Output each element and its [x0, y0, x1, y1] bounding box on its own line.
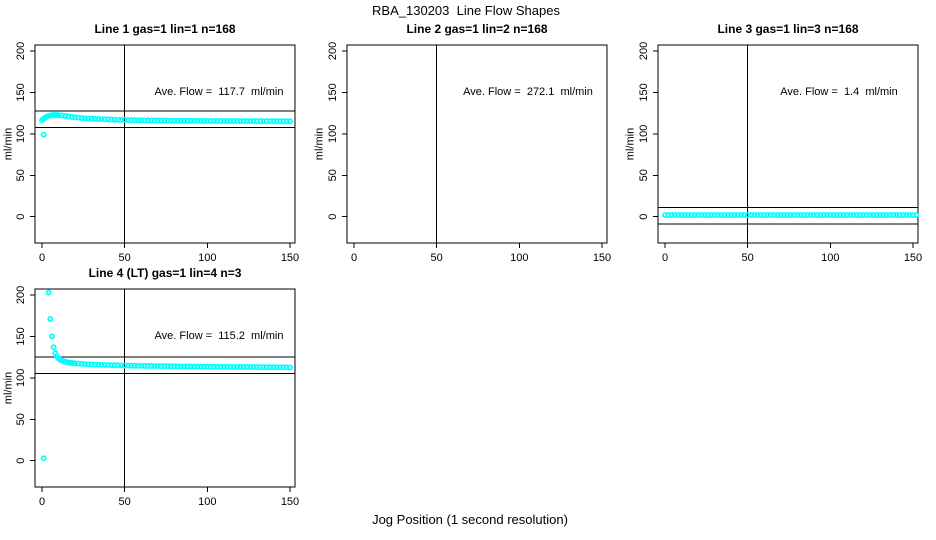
svg-text:150: 150: [593, 252, 611, 264]
panel-3-plot: 0 50 100 150 0 50 100 150 200: [638, 42, 922, 264]
svg-text:50: 50: [742, 252, 754, 264]
panel-2-y-axis-label: ml/min: [313, 127, 326, 161]
panel-3-title: Line 3 gas=1 lin=3 n=168: [717, 22, 859, 36]
svg-text:150: 150: [15, 83, 27, 101]
figure-title: RBA_130203 Line Flow Shapes: [372, 3, 560, 18]
panel-2-ave-flow-annotation: Ave. Flow = 272.1 ml/min: [463, 86, 593, 98]
panel-1-box: [34, 44, 296, 244]
panel-2-y-axis: 0 50 100 150 200: [327, 42, 347, 220]
panel-1-x-axis: 0 50 100 150: [39, 243, 299, 264]
svg-text:0: 0: [15, 458, 27, 464]
panel-3-y-axis-label: ml/min: [624, 127, 637, 161]
svg-text:50: 50: [15, 413, 27, 425]
svg-text:50: 50: [15, 169, 27, 181]
panel-3-x-axis: 0 50 100 150: [662, 243, 922, 264]
panel-4-y-axis-label: ml/min: [2, 371, 15, 405]
svg-text:100: 100: [821, 252, 839, 264]
panel-4-box: [34, 288, 296, 488]
svg-text:150: 150: [904, 252, 922, 264]
svg-text:0: 0: [15, 214, 27, 220]
svg-text:100: 100: [327, 125, 339, 143]
panel-2-plot: 0 50 100 150 0 50 100 150 200: [327, 42, 611, 264]
panel-4-x-axis: 0 50 100 150: [39, 487, 299, 508]
panel-2-title: Line 2 gas=1 lin=2 n=168: [406, 22, 548, 36]
svg-text:100: 100: [15, 369, 27, 387]
svg-text:150: 150: [638, 83, 650, 101]
panel-1-ave-flow-annotation: Ave. Flow = 117.7 ml/min: [154, 86, 284, 98]
panel-4-ave-flow-annotation: Ave. Flow = 115.2 ml/min: [154, 330, 284, 342]
svg-text:150: 150: [327, 83, 339, 101]
panel-3-points: [662, 212, 920, 218]
panel-1-y-axis-label: ml/min: [2, 127, 15, 161]
svg-text:100: 100: [510, 252, 528, 264]
svg-text:50: 50: [638, 169, 650, 181]
svg-text:0: 0: [351, 252, 357, 264]
panel-1-plot: 0 50 100 150 0 50 100 150 200: [15, 42, 299, 264]
panel-4-title: Line 4 (LT) gas=1 lin=4 n=3: [88, 266, 242, 280]
svg-text:50: 50: [119, 496, 131, 508]
panel-3-y-axis: 0 50 100 150 200: [638, 42, 658, 220]
x-axis-label: Jog Position (1 second resolution): [372, 512, 568, 527]
svg-text:100: 100: [198, 252, 216, 264]
svg-text:200: 200: [15, 42, 27, 60]
svg-text:150: 150: [281, 252, 299, 264]
svg-text:50: 50: [119, 252, 131, 264]
svg-text:150: 150: [281, 496, 299, 508]
panel-3-box: [657, 44, 919, 244]
svg-text:50: 50: [431, 252, 443, 264]
panel-4-points: [40, 289, 293, 462]
svg-text:200: 200: [15, 286, 27, 304]
panel-4-y-axis: 0 50 100 150 200: [15, 286, 35, 464]
panel-3-ave-flow-annotation: Ave. Flow = 1.4 ml/min: [780, 86, 898, 98]
panel-2-box: [346, 44, 608, 244]
svg-text:0: 0: [638, 214, 650, 220]
svg-text:150: 150: [15, 327, 27, 345]
svg-text:100: 100: [638, 125, 650, 143]
panel-2-x-axis: 0 50 100 150: [351, 243, 611, 264]
svg-text:0: 0: [327, 214, 339, 220]
svg-text:100: 100: [198, 496, 216, 508]
svg-text:200: 200: [638, 42, 650, 60]
svg-text:0: 0: [39, 496, 45, 508]
panel-1-y-axis: 0 50 100 150 200: [15, 42, 35, 220]
svg-text:50: 50: [327, 169, 339, 181]
svg-text:100: 100: [15, 125, 27, 143]
panel-1-title: Line 1 gas=1 lin=1 n=168: [94, 22, 236, 36]
svg-text:0: 0: [39, 252, 45, 264]
svg-text:200: 200: [327, 42, 339, 60]
panel-1-points: [39, 112, 293, 138]
svg-text:0: 0: [662, 252, 668, 264]
panel-4-plot: 0 50 100 150 0 50 100 150 200: [15, 286, 299, 508]
